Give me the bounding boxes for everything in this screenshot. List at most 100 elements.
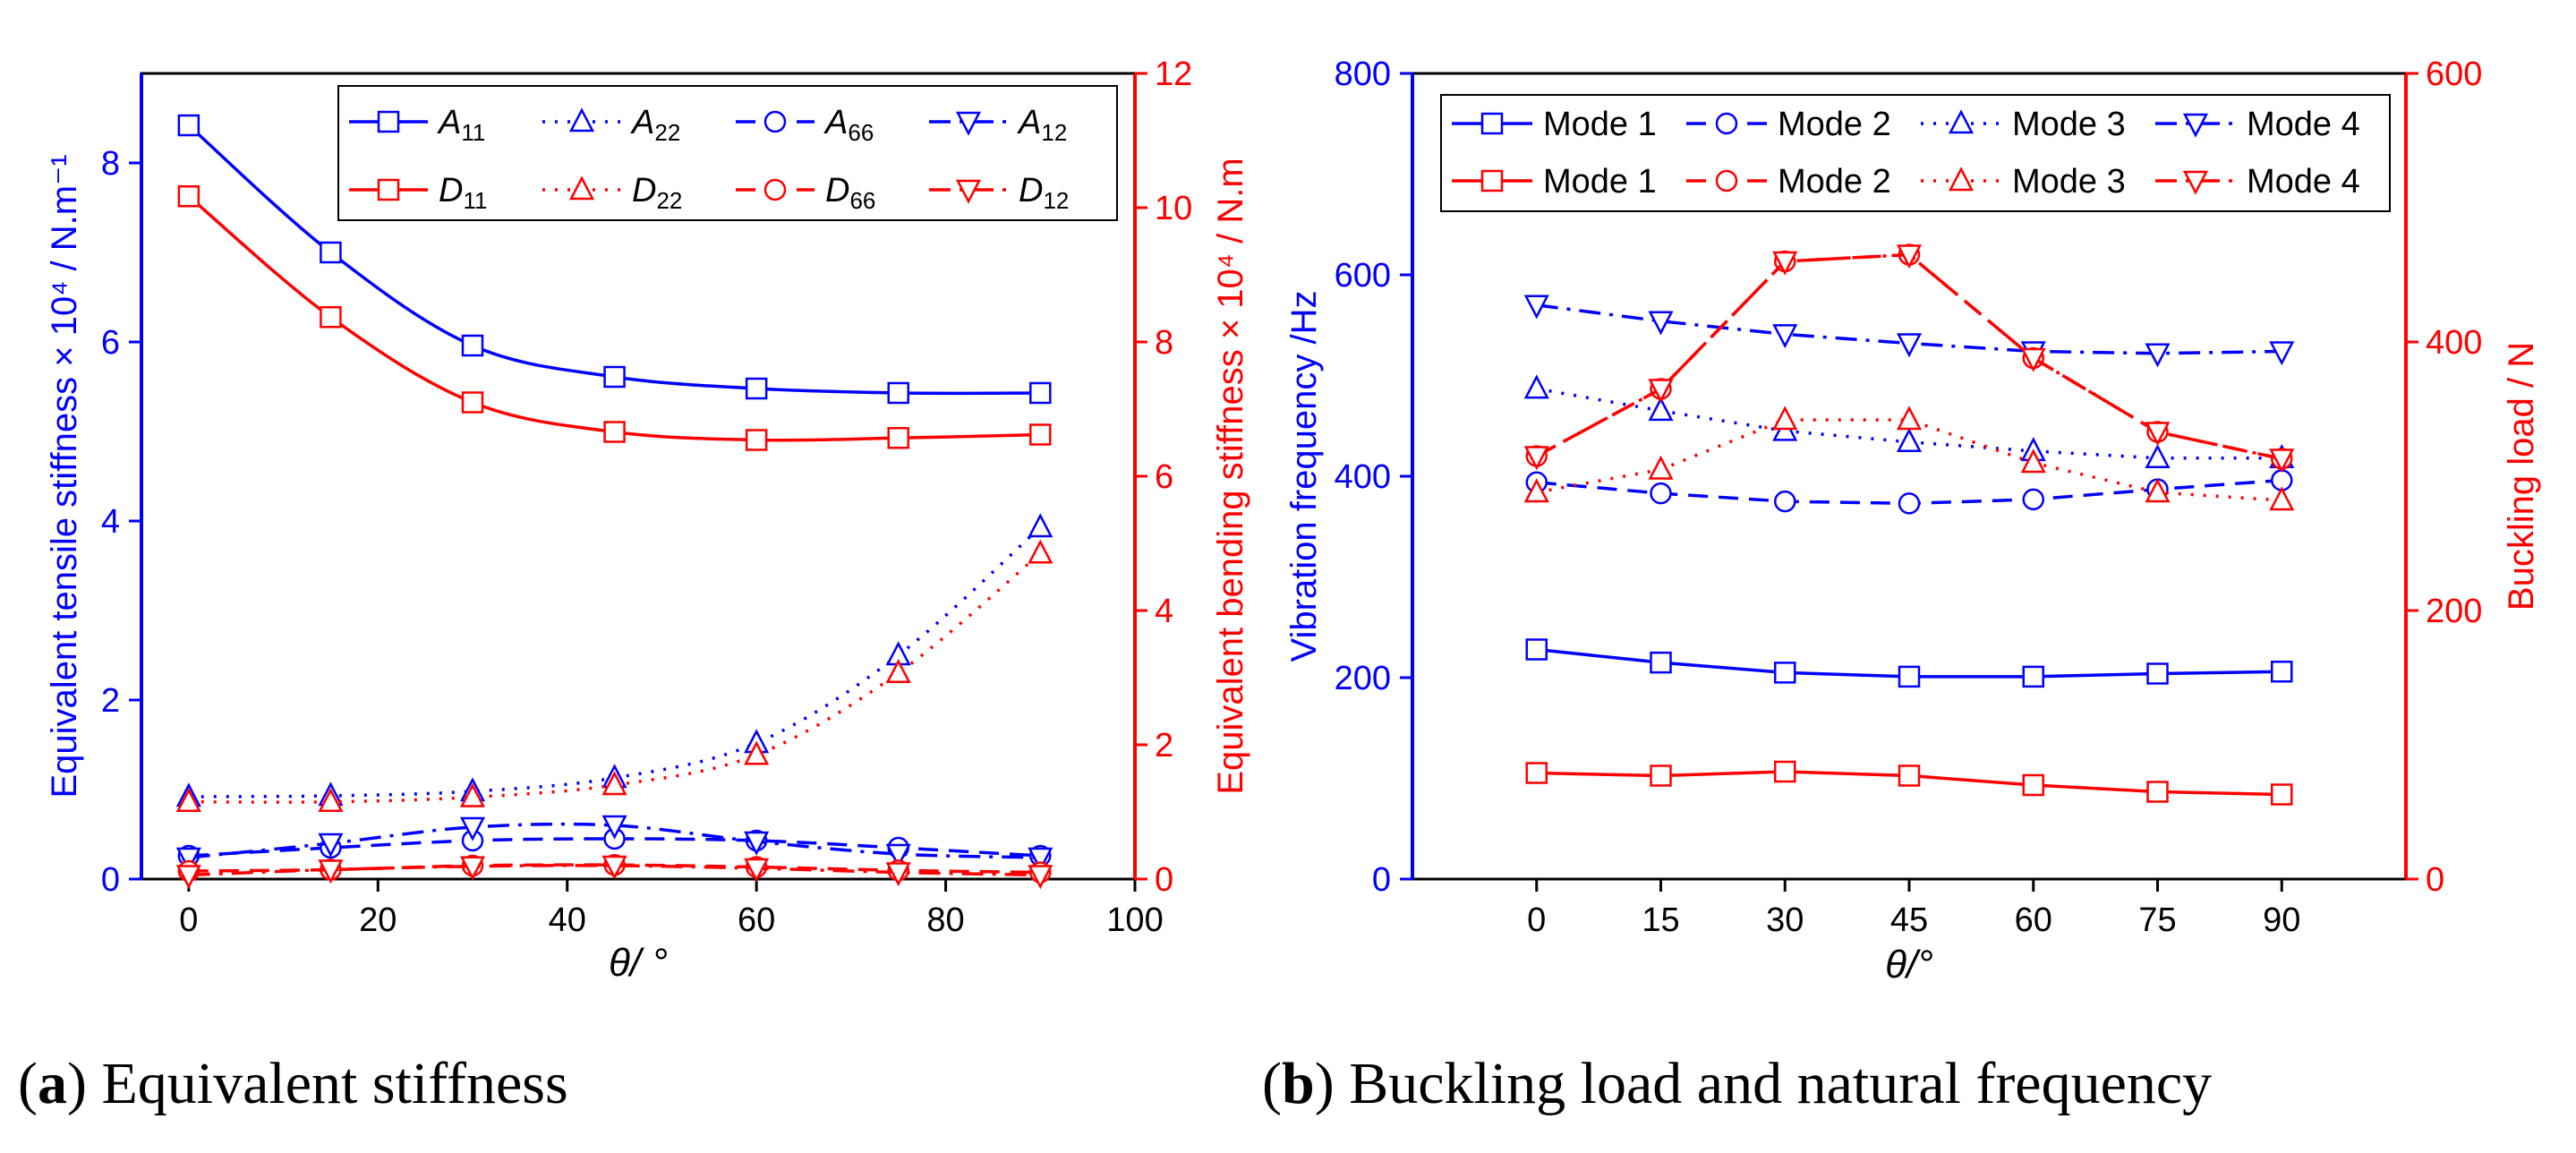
x-tick-label-a-60: 60 — [738, 901, 775, 939]
legend-b-right-triangle-up-marker — [1948, 167, 1975, 192]
series-b-right-triangle-up-point-90 — [2269, 486, 2295, 511]
series-a-right-triangle-up-point-30 — [459, 782, 486, 807]
series-b-left-square-point-45 — [1898, 665, 1921, 688]
x-tick-label-a-100: 100 — [1106, 901, 1163, 939]
series-a-right-square-point-60 — [745, 429, 768, 451]
legend-a-right-circle-label-subscript: 66 — [849, 187, 875, 214]
legend-box-b — [1440, 94, 2391, 212]
legend-a-left-square-label-name: A — [437, 104, 461, 141]
right-tick-label-b-400: 400 — [2426, 324, 2482, 362]
legend-a-left-circle-label-name: A — [823, 104, 848, 141]
series-b-left-triangle-down-point-15 — [1648, 311, 1674, 336]
right-tick-label-a-2: 2 — [1155, 727, 1173, 764]
series-a-right-triangle-up-point-60 — [744, 740, 770, 765]
series-a-left-triangle-down-point-60 — [744, 831, 770, 856]
series-b-left-circle-point-60 — [2022, 488, 2044, 511]
series-a-right-square-point-30 — [461, 391, 484, 414]
legend-a-right-triangle-down-marker — [955, 179, 982, 204]
x-tick-label-b-15: 15 — [1642, 901, 1679, 939]
x-tick-label-a-80: 80 — [926, 901, 964, 939]
legend-a-right-triangle-down-label: D12 — [1019, 172, 1069, 214]
series-a-right-triangle-down-point-90 — [1028, 865, 1053, 890]
legend-a-right-circle-label: D66 — [825, 172, 875, 214]
series-a-right-square-point-15 — [320, 306, 342, 329]
series-b-right-triangle-down-point-45 — [1896, 244, 1923, 269]
legend-b-right-square-label: Mode 1 — [1543, 163, 1657, 201]
legend-b-right-triangle-down-label: Mode 4 — [2247, 163, 2360, 201]
legend-b-left-circle-marker — [1715, 112, 1738, 135]
x-axis-label-a: θ/ ° — [609, 941, 668, 985]
x-tick-label-b-90: 90 — [2263, 901, 2300, 939]
series-b-left-square-point-30 — [1774, 662, 1796, 684]
series-a-right-triangle-down-point-60 — [744, 858, 770, 883]
series-b-right-square-point-75 — [2146, 781, 2169, 803]
right-tick-label-a-12: 12 — [1155, 56, 1192, 93]
caption-a-letter: a — [38, 1051, 67, 1116]
right-tick-label-b-200: 200 — [2426, 593, 2482, 630]
x-tick-label-a-40: 40 — [549, 901, 586, 939]
panel-b: 0 15 30 45 60 75 90 0 200 400 600 800 0 200 400 600 M… — [1262, 56, 2541, 1116]
legend-a-right-circle-marker — [763, 178, 787, 201]
series-a-right-square-point-45 — [603, 421, 626, 443]
series-b-right-square-point-0 — [1525, 762, 1548, 784]
left-tick-label-a-8: 8 — [101, 145, 120, 183]
series-b-right-square-point-15 — [1650, 764, 1672, 787]
series-b-right-triangle-up-point-30 — [1772, 406, 1798, 431]
series-b-right-triangle-up-point-45 — [1896, 406, 1923, 431]
series-a-right-triangle-down-point-75 — [885, 862, 911, 887]
legend-a-right-triangle-up-label-subscript: 22 — [656, 187, 682, 214]
x-tick-label-a-0: 0 — [179, 901, 198, 939]
legend-b-left-circle-label: Mode 2 — [1778, 106, 1891, 143]
series-a-right-triangle-down-point-0 — [175, 865, 201, 890]
legend-box-a — [337, 85, 1118, 221]
caption-a: (a) Equivalent stiffness — [18, 1051, 568, 1116]
series-a-left-square-point-90 — [1029, 381, 1052, 405]
x-tick-label-b-30: 30 — [1766, 901, 1804, 939]
right-tick-label-b-0: 0 — [2426, 861, 2444, 899]
legend-a-right-square-marker — [377, 178, 400, 201]
legend-a-left-triangle-down-label-subscript: 12 — [1041, 119, 1067, 146]
right-tick-label-a-10: 10 — [1155, 190, 1192, 227]
series-b-left-circle-point-15 — [1650, 482, 1672, 505]
series-a-right-triangle-down-point-30 — [459, 856, 486, 881]
series-a-left-triangle-down-point-30 — [459, 816, 486, 841]
right-axis-label-a: Equivalent bending stiffness × 10⁴ / N.m — [1211, 158, 1250, 794]
series-a-right-triangle-up-point-75 — [885, 659, 911, 683]
legend-a-left-triangle-down-label-name: A — [1017, 104, 1041, 141]
series-b-left-triangle-down-point-45 — [1896, 333, 1923, 358]
legend-a-right-circle-label-name: D — [825, 172, 849, 209]
legend-b-left-triangle-up-marker — [1948, 109, 1975, 134]
series-b-right-square-point-30 — [1774, 760, 1796, 783]
legend-a-right-triangle-down-label-subscript: 12 — [1043, 187, 1069, 214]
series-b-left-square-point-90 — [2271, 661, 2293, 683]
right-axis-ticks-b: 0 200 400 600 — [2406, 56, 2482, 899]
x-tick-label-a-20: 20 — [359, 901, 397, 939]
caption-b-text: Buckling load and natural frequency — [1349, 1051, 2212, 1116]
right-tick-label-b-600: 600 — [2426, 56, 2482, 93]
legend-a-left-square-label: A11 — [437, 104, 485, 146]
series-b-right-triangle-down-point-15 — [1648, 379, 1674, 404]
series-a-left-square-point-75 — [887, 381, 909, 405]
legend-a-right-triangle-up-label: D22 — [632, 172, 682, 214]
right-axis-ticks-a: 0 2 4 6 8 10 12 — [1135, 56, 1192, 899]
legend-b-left-triangle-down-marker — [2182, 113, 2209, 138]
series-a-left-square-point-45 — [603, 365, 626, 389]
legend-a-left-triangle-up-label-subscript: 22 — [654, 119, 680, 146]
left-tick-label-a-2: 2 — [101, 682, 120, 720]
legend-b-left-square-label: Mode 1 — [1543, 106, 1657, 143]
legend-b-right-circle-label: Mode 2 — [1778, 163, 1891, 201]
legend-a-left-triangle-up-label-name: A — [630, 104, 654, 141]
series-b-left-square-point-60 — [2022, 665, 2044, 688]
legend-a-right-triangle-up-label-name: D — [632, 172, 656, 209]
left-axis-label-a: Equivalent tensile stiffness × 10⁴ / N.m… — [45, 154, 84, 798]
left-tick-label-b-600: 600 — [1335, 257, 1391, 295]
series-a-right-square-point-0 — [177, 185, 200, 208]
series-a-right-triangle-down-point-45 — [601, 855, 627, 880]
legend-a-left-square-label-subscript: 11 — [461, 119, 485, 146]
series-b-right-triangle-up-point-0 — [1523, 478, 1549, 503]
series-b-left-circle-point-30 — [1774, 490, 1796, 513]
series-a-right-triangle-up-point-15 — [318, 788, 344, 812]
